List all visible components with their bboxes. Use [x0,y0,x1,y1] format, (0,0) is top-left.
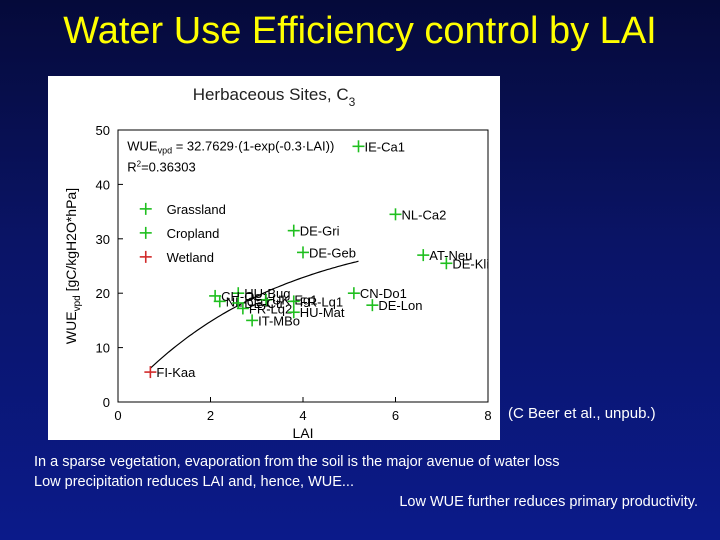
wue-lai-scatter-chart: Herbaceous Sites, C3 0 10 20 30 40 50 0 2 4 6 8 LAI W… [63,85,492,440]
x-tick-label: 6 [392,408,399,423]
caption-line-2: Low precipitation reduces LAI and, hence… [34,474,354,490]
point-label-ie-ca1: IE-Ca1 [365,139,405,154]
slide-title: Water Use Efficiency control by LAI [63,10,657,52]
legend-label-cropland: Cropland [167,226,220,241]
legend-marker-cropland [139,226,152,239]
y-axis-label: WUEvpd [gC/kgH2O*hPa] [63,188,83,344]
point-label-uk-eg1: UK-Eg1 [272,293,318,308]
point-ie-ca1 [352,140,365,153]
x-tick-label: 0 [114,408,121,423]
point-label-it-mbo: IT-MBo [258,313,300,328]
caption-line-3: Low WUE further reduces primary producti… [399,494,698,510]
point-label-nl-ca1: NL-Ca1 [226,294,271,309]
caption: In a sparse vegetation, evaporation from… [34,452,698,512]
point-nl-ca2 [389,208,402,221]
point-label-de-kli: DE-Kli [452,256,489,271]
point-label-hu-mat: HU-Mat [300,305,345,320]
point-label-cn-do1: CN-Do1 [360,286,407,301]
point-label-fi-kaa: FI-Kaa [156,365,196,380]
y-tick-label: 10 [96,341,110,356]
point-label-hu-bug: HU-Bug [244,286,290,301]
point-label-de-geb: DE-Geb [309,245,356,260]
x-tick-label: 2 [207,408,214,423]
y-tick-label: 20 [96,286,110,301]
chart-figure: Herbaceous Sites, C3 0 10 20 30 40 50 0 2 4 6 8 LAI W… [48,76,500,440]
fit-equation: WUEvpd = 32.7629·(1-exp(-0.3·LAI)) [127,139,334,156]
point-de-geb [297,246,309,259]
point-de-lon [366,299,379,312]
point-label-nl-ca2: NL-Ca2 [402,207,447,222]
y-tick-label: 30 [96,232,110,247]
chart-title: Herbaceous Sites, C3 [193,85,356,109]
x-tick-label: 8 [484,408,491,423]
fit-curve [149,260,359,369]
point-label-fr-lq1: FR-Lq1 [300,294,343,309]
point-fr-lq2 [236,302,249,315]
point-de-kli [440,257,453,270]
legend-label-wetland: Wetland [167,250,214,265]
x-axis-label: LAI [292,425,313,440]
point-label-de-ctr: DE-Ctr [244,296,284,311]
fit-r-squared: R2=0.36303 [127,159,195,174]
point-label-de-lon: DE-Lon [378,298,422,313]
point-label-at-neu: AT-Neu [429,248,472,263]
y-tick-label: 50 [96,123,110,138]
y-tick-label: 0 [103,395,110,410]
point-cn-do1 [347,287,360,300]
point-it-mbo [246,314,259,327]
point-fi-kaa [144,366,157,379]
x-tick-label: 4 [299,408,306,423]
point-label-ch-oe1: CH-Oe1 [221,289,269,304]
point-uk-eg1 [260,293,272,306]
point-de-gri [287,224,300,237]
figure-credit: (C Beer et al., unpub.) [508,405,656,422]
point-fr-lq1 [287,295,300,308]
y-tick-label: 40 [96,177,110,192]
point-nl-ca1 [213,295,226,308]
point-hu-mat [287,306,300,319]
legend-marker-wetland [139,250,152,263]
point-label-fr-lq2: FR-Lq2 [249,301,292,316]
legend-label-grassland: Grassland [167,202,226,217]
point-at-neu [417,249,430,262]
legend-marker-grassland [139,202,152,215]
caption-line-1: In a sparse vegetation, evaporation from… [34,454,560,470]
point-label-de-gri: DE-Gri [300,224,340,239]
